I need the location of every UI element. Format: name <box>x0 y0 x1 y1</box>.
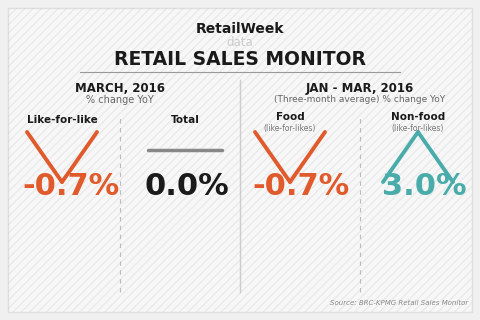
Text: 3.0%: 3.0% <box>382 172 467 201</box>
Text: Non-food: Non-food <box>391 112 445 122</box>
Text: Total: Total <box>170 115 199 125</box>
Text: RetailWeek: RetailWeek <box>196 22 284 36</box>
Text: 0.0%: 0.0% <box>145 172 230 201</box>
Text: (Three-month average) % change YoY: (Three-month average) % change YoY <box>275 95 445 104</box>
Text: data: data <box>227 36 253 49</box>
Text: RETAIL SALES MONITOR: RETAIL SALES MONITOR <box>114 50 366 69</box>
Text: Like-for-like: Like-for-like <box>26 115 97 125</box>
Text: (like-for-likes): (like-for-likes) <box>264 124 316 133</box>
Text: Food: Food <box>276 112 304 122</box>
Text: Source: BRC-KPMG Retail Sales Monitor: Source: BRC-KPMG Retail Sales Monitor <box>330 300 468 306</box>
Text: % change YoY: % change YoY <box>86 95 154 105</box>
Text: -0.7%: -0.7% <box>252 172 349 201</box>
FancyBboxPatch shape <box>8 8 472 312</box>
Text: -0.7%: -0.7% <box>22 172 119 201</box>
Text: (like-for-likes): (like-for-likes) <box>392 124 444 133</box>
Text: MARCH, 2016: MARCH, 2016 <box>75 82 165 95</box>
Text: JAN - MAR, 2016: JAN - MAR, 2016 <box>306 82 414 95</box>
